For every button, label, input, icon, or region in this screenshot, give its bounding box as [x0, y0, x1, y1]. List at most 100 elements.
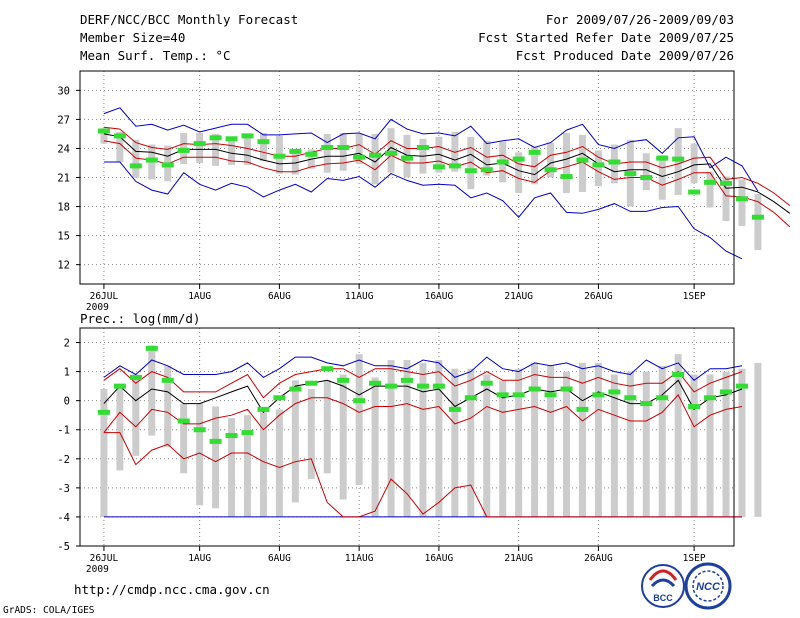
- temp-median-mark: [640, 175, 653, 180]
- prec-box: [387, 359, 395, 517]
- produced-date: Fcst Produced Date 2009/07/26: [516, 48, 734, 63]
- temp-box: [547, 142, 555, 178]
- temp-box: [467, 136, 475, 190]
- temp-xtick-label: 1SEP: [683, 291, 706, 302]
- prec-median-mark: [464, 395, 477, 401]
- temp-median-mark: [464, 168, 477, 174]
- prec-ytick-label: -5: [57, 541, 70, 553]
- temp-median-mark: [177, 147, 190, 153]
- prec-box: [355, 354, 363, 485]
- temp-xtick-year: 2009: [86, 302, 109, 313]
- prec-box: [722, 371, 730, 517]
- prec-xtick-year: 2009: [86, 564, 109, 575]
- prec-ensemble-max-line: [103, 356, 743, 381]
- prec-box: [531, 362, 539, 517]
- prec-box: [578, 362, 586, 517]
- temp-box: [371, 133, 379, 185]
- prec-xtick-label: 6AUG: [268, 553, 291, 564]
- prec-box: [212, 406, 220, 509]
- prec-box: [626, 371, 634, 517]
- prec-box: [275, 409, 283, 517]
- temp-ytick-label: 18: [57, 202, 70, 214]
- prec-median-mark: [145, 345, 158, 351]
- prec-median-mark: [209, 438, 222, 444]
- temp-median-mark: [161, 162, 174, 168]
- temp-median-mark: [129, 163, 142, 169]
- prec-xtick-label: 16AUG: [425, 553, 454, 564]
- temp-box: [754, 193, 762, 251]
- temp-median-mark: [369, 152, 382, 158]
- prec-median-mark: [337, 377, 350, 383]
- temp-box: [642, 153, 650, 191]
- temp-box: [690, 143, 698, 184]
- temp-median-mark: [624, 171, 637, 177]
- prec-box: [515, 368, 523, 517]
- temp-upper-percentile-line: [103, 126, 791, 206]
- temp-box: [196, 132, 204, 163]
- temp-ytick-label: 27: [57, 114, 70, 126]
- website-url[interactable]: http://cmdp.ncc.cma.gov.cn: [74, 582, 270, 597]
- prec-upper-percentile-line: [103, 368, 743, 399]
- temp-box: [132, 139, 140, 178]
- temp-box: [100, 128, 108, 144]
- prec-box: [738, 368, 746, 517]
- prec-box: [116, 386, 124, 471]
- prec-median-mark: [560, 386, 573, 392]
- prec-box: [563, 371, 571, 517]
- temp-median-mark: [305, 151, 318, 157]
- temp-box: [658, 155, 666, 200]
- prec-median-mark: [640, 401, 653, 407]
- prec-median-mark: [305, 380, 318, 386]
- start-date: Fcst Started Refer Date 2009/07/25: [478, 30, 734, 45]
- prec-box: [243, 415, 251, 517]
- temp-median-mark: [735, 196, 748, 202]
- temp-median-mark: [209, 135, 222, 141]
- prec-lower-percentile-line: [103, 394, 743, 433]
- prec-box: [164, 365, 172, 448]
- precip-title: Prec.: log(mm/d): [80, 311, 200, 326]
- temp-box: [563, 132, 571, 193]
- prec-box: [307, 389, 315, 480]
- temp-box: [722, 176, 730, 222]
- temp-xtick-label: 11AUG: [345, 291, 374, 302]
- temp-box: [259, 132, 267, 162]
- prec-box: [642, 371, 650, 517]
- prec-median-mark: [129, 374, 142, 380]
- temp-median-mark: [416, 144, 429, 150]
- temp-xtick-label: 1AUG: [188, 291, 211, 302]
- temp-lower-percentile-line: [103, 140, 791, 228]
- prec-box: [451, 368, 459, 517]
- temp-box: [228, 136, 236, 165]
- prec-median-mark: [273, 395, 286, 401]
- prec-box: [403, 359, 411, 517]
- ncc-logo-text: NCC: [696, 581, 721, 593]
- temp-median-mark: [353, 154, 366, 160]
- temp-ytick-label: 21: [57, 173, 70, 185]
- temp-median-mark: [97, 128, 110, 134]
- temp-median-mark: [704, 179, 717, 185]
- prec-median-mark: [592, 392, 605, 398]
- prec-median-mark: [177, 418, 190, 424]
- prec-ytick-label: -4: [57, 512, 70, 524]
- prec-median-mark: [401, 377, 413, 383]
- prec-ytick-label: 2: [64, 338, 70, 350]
- temp-ensemble-min-line: [103, 161, 743, 260]
- prec-box: [259, 412, 267, 517]
- temp-box: [515, 152, 523, 193]
- temp-box: [531, 146, 539, 185]
- temp-median-mark: [720, 180, 733, 186]
- prec-median-mark: [735, 383, 748, 389]
- prec-median-mark: [624, 395, 637, 401]
- temp-median-mark: [448, 163, 461, 169]
- prec-median-mark: [608, 389, 621, 395]
- prec-ytick-label: -2: [57, 454, 70, 466]
- prec-box: [435, 359, 443, 517]
- prec-xtick-label: 11AUG: [345, 553, 374, 564]
- temp-ytick-label: 24: [57, 143, 70, 155]
- temp-box: [323, 133, 331, 173]
- temp-box: [116, 131, 124, 163]
- prec-box: [706, 374, 714, 517]
